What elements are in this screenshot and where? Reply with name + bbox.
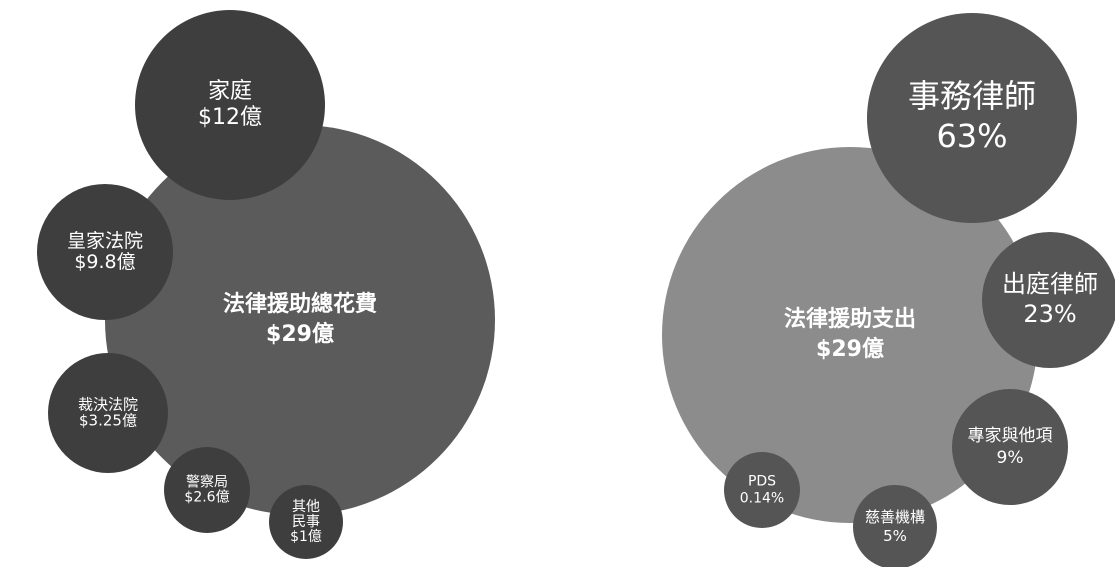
bubble-label: 法律援助總花費 xyxy=(223,291,377,317)
bubble-label: 民事 xyxy=(292,514,320,530)
bubble-label: 事務律師 xyxy=(908,77,1036,115)
bubble xyxy=(48,353,168,473)
bubble xyxy=(724,452,800,528)
bubble-label: 裁決法院 xyxy=(78,396,138,414)
bubble-label: 慈善機構 xyxy=(865,508,925,526)
bubble-label: $29億 xyxy=(816,336,884,362)
bubble-label: $1億 xyxy=(290,529,322,545)
bubble xyxy=(164,447,250,533)
bubble-label: 家庭 xyxy=(208,79,252,104)
bubble-label: $9.8億 xyxy=(74,251,135,273)
bubble-label: $2.6億 xyxy=(184,490,229,506)
bubble xyxy=(853,485,937,567)
bubble-label: 5% xyxy=(883,527,907,545)
bubble-label: 法律援助支出 xyxy=(784,306,916,332)
bubble xyxy=(105,125,495,515)
bubble-label: 其他 xyxy=(292,499,320,515)
bubble-label: 出庭律師 xyxy=(1002,270,1098,298)
bubble-label: 0.14% xyxy=(740,491,784,507)
bubble-label: 63% xyxy=(936,117,1007,155)
bubble-label: 皇家法院 xyxy=(67,230,143,252)
bubble xyxy=(37,184,173,320)
bubble-label: 9% xyxy=(997,448,1024,468)
bubble-label: PDS xyxy=(748,474,776,490)
bubble xyxy=(269,485,343,559)
bubble xyxy=(662,147,1038,523)
bubble xyxy=(135,10,325,200)
bubble xyxy=(952,389,1068,505)
bubble-label: 23% xyxy=(1023,300,1076,328)
bubble-label: 警察局 xyxy=(186,474,228,491)
bubble-label: $12億 xyxy=(198,105,262,130)
bubble-label: $3.25億 xyxy=(79,412,137,430)
bubble-label: 專家與他項 xyxy=(968,426,1053,446)
bubble xyxy=(867,13,1077,223)
bubble xyxy=(982,232,1115,368)
bubble-label: $29億 xyxy=(266,321,334,347)
